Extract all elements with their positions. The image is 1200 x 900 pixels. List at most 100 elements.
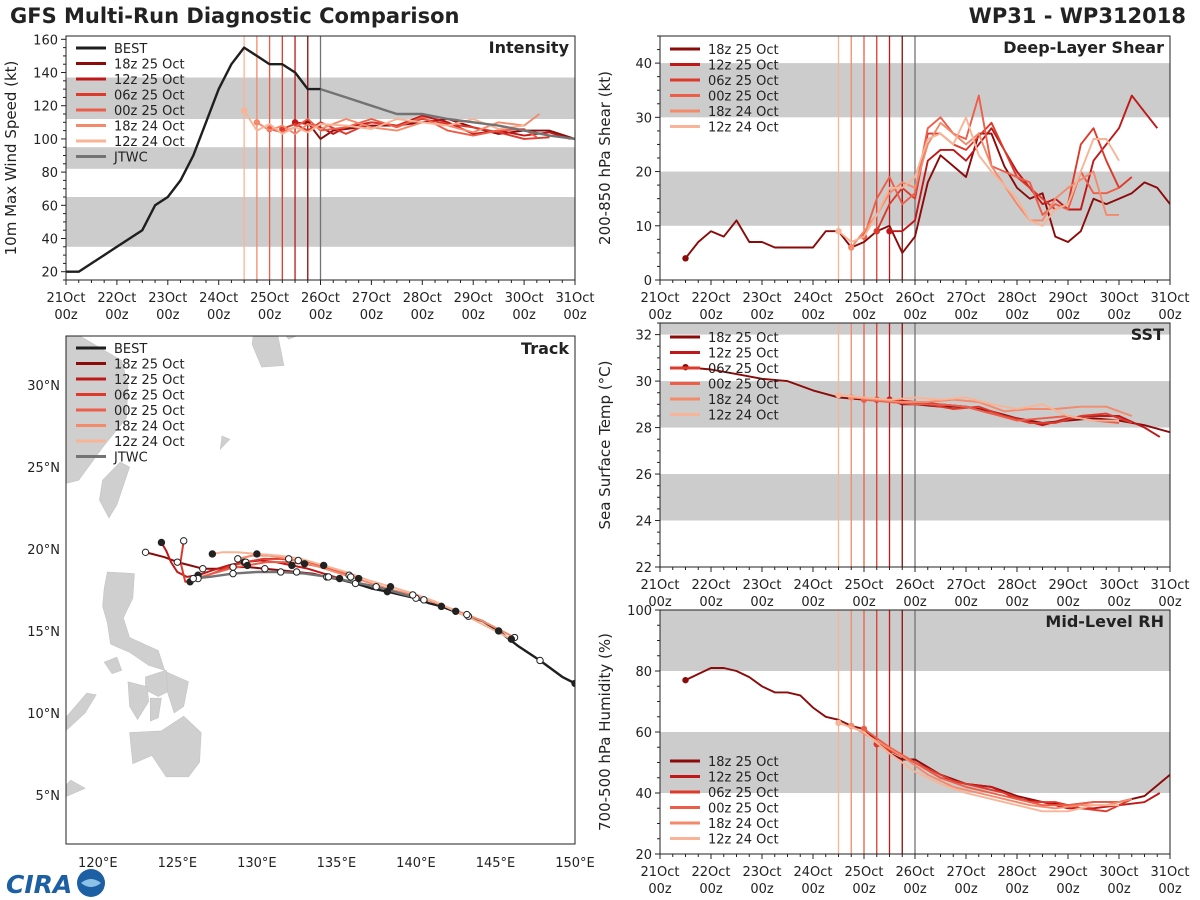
x-tick-label: 00z [563, 308, 587, 323]
x-tick-label: 24Oct [793, 865, 832, 880]
init-point [682, 676, 689, 684]
legend-label: 18z 25 Oct [708, 331, 779, 346]
track-point [463, 610, 471, 619]
x-tick-label: 00z [1005, 595, 1029, 610]
track-point [372, 583, 380, 591]
x-tick-label: 00z [801, 308, 825, 323]
land-mass [99, 461, 130, 519]
x-tick-label: 00z [54, 308, 78, 323]
lon-tick-label: 120°E [78, 856, 118, 871]
init-point [848, 244, 855, 251]
x-tick-label: 28Oct [997, 578, 1036, 593]
series-line-18z-24-Oct [850, 725, 1133, 810]
x-tick-label: 00z [852, 882, 876, 897]
lon-tick-label: 140°E [396, 856, 436, 871]
series-line-18z-24-Oct [851, 396, 1133, 417]
land-mass [251, 336, 285, 368]
init-point [835, 228, 842, 235]
lat-tick-label: 20°N [27, 543, 60, 558]
track-line-12z-25-Oct [160, 541, 340, 580]
x-tick-label: 29Oct [1048, 865, 1087, 880]
x-tick-label: 28Oct [997, 291, 1036, 306]
x-tick-label: 00z [1005, 308, 1029, 323]
lon-tick-label: 150°E [555, 856, 595, 871]
y-tick-label: 80 [41, 166, 58, 181]
x-tick-label: 00z [648, 308, 672, 323]
legend-label: 18z 24 Oct [708, 817, 779, 832]
x-tick-label: 21Oct [640, 291, 679, 306]
x-tick-label: 23Oct [148, 291, 187, 306]
panel-sst: 22 24 26 28 30 32 21Oct 00z 22Oct 00z 23Oct 00z 24Oc… [596, 322, 1190, 610]
track-point [536, 656, 544, 665]
track-point [335, 574, 344, 583]
y-axis-label: 200-850 hPa Shear (kt) [596, 71, 614, 245]
x-tick-label: 29Oct [1048, 291, 1087, 306]
x-tick-label: 00z [258, 308, 282, 323]
track-point [284, 555, 293, 563]
panel-intensity: 20 40 60 80 100 120 140 160 21Oct 00z 22Oct 00z 23Oc… [2, 33, 595, 323]
x-tick-label: 23Oct [742, 578, 781, 593]
lat-tick-label: 15°N [27, 625, 60, 640]
track-point [294, 556, 302, 565]
track-line-18z-24-Oct [237, 554, 516, 639]
plot-area [660, 36, 1170, 280]
lon-tick-label: 145°E [476, 856, 516, 871]
track-point [229, 563, 237, 571]
x-tick-label: 26Oct [895, 578, 934, 593]
y-tick-label: 40 [635, 787, 652, 802]
init-point [886, 228, 893, 235]
lat-tick-label: 30°N [27, 379, 60, 394]
cira-logo-text: CIRA [6, 870, 72, 899]
legend-label: BEST [114, 342, 147, 357]
legend-label: 18z 25 Oct [708, 43, 779, 58]
x-tick-label: 24Oct [199, 291, 238, 306]
x-tick-label: 30Oct [505, 291, 544, 306]
x-tick-label: 00z [360, 308, 384, 323]
x-tick-label: 00z [903, 882, 927, 897]
x-tick-label: 00z [750, 595, 774, 610]
x-tick-label: 00z [699, 595, 723, 610]
y-tick-label: 120 [33, 100, 58, 115]
x-tick-label: 00z [699, 882, 723, 897]
legend-label: 00z 25 Oct [114, 104, 185, 119]
x-tick-label: 28Oct [403, 291, 442, 306]
land-mass [66, 779, 86, 797]
x-tick-label: 00z [411, 308, 435, 323]
legend-label: 18z 25 Oct [708, 755, 779, 770]
x-tick-label: 00z [156, 308, 180, 323]
legend-label: 12z 25 Oct [708, 771, 779, 786]
panel-title: Mid-Level RH [1045, 612, 1164, 631]
x-tick-label: 00z [801, 595, 825, 610]
track-point [180, 537, 188, 545]
legend-label: 00z 25 Oct [708, 378, 779, 393]
legend-label: 18z 25 Oct [114, 58, 185, 73]
x-tick-label: 00z [750, 882, 774, 897]
x-tick-label: 00z [1107, 595, 1131, 610]
y-tick-label: 22 [635, 561, 652, 576]
x-tick-label: 27Oct [946, 865, 985, 880]
x-tick-label: 31Oct [1150, 865, 1189, 880]
x-tick-label: 21Oct [640, 578, 679, 593]
swirl-icon [81, 879, 101, 887]
panel-title: SST [1131, 325, 1164, 344]
series-line-00z-25-Oct [863, 728, 1119, 807]
plot-area [66, 36, 575, 280]
track-point [324, 573, 333, 581]
x-tick-label: 00z [852, 308, 876, 323]
series-line-JTWC [320, 87, 575, 141]
land-mass [219, 435, 231, 450]
y-tick-label: 10 [635, 220, 652, 235]
y-axis-label: Sea Surface Temp (°C) [596, 360, 614, 529]
legend-label: 06z 25 Oct [708, 362, 779, 377]
y-tick-label: 20 [635, 166, 652, 181]
x-tick-label: 00z [105, 308, 129, 323]
legend-label: 18z 24 Oct [114, 120, 185, 135]
lat-tick-label: 25°N [27, 461, 60, 476]
legend-label: 12z 25 Oct [708, 347, 779, 362]
x-tick-label: 29Oct [1048, 578, 1087, 593]
init-point [682, 255, 689, 262]
x-tick-label: 00z [954, 308, 978, 323]
land-mass [285, 336, 298, 340]
panel-title: Track [521, 339, 569, 358]
x-tick-label: 00z [1056, 595, 1080, 610]
